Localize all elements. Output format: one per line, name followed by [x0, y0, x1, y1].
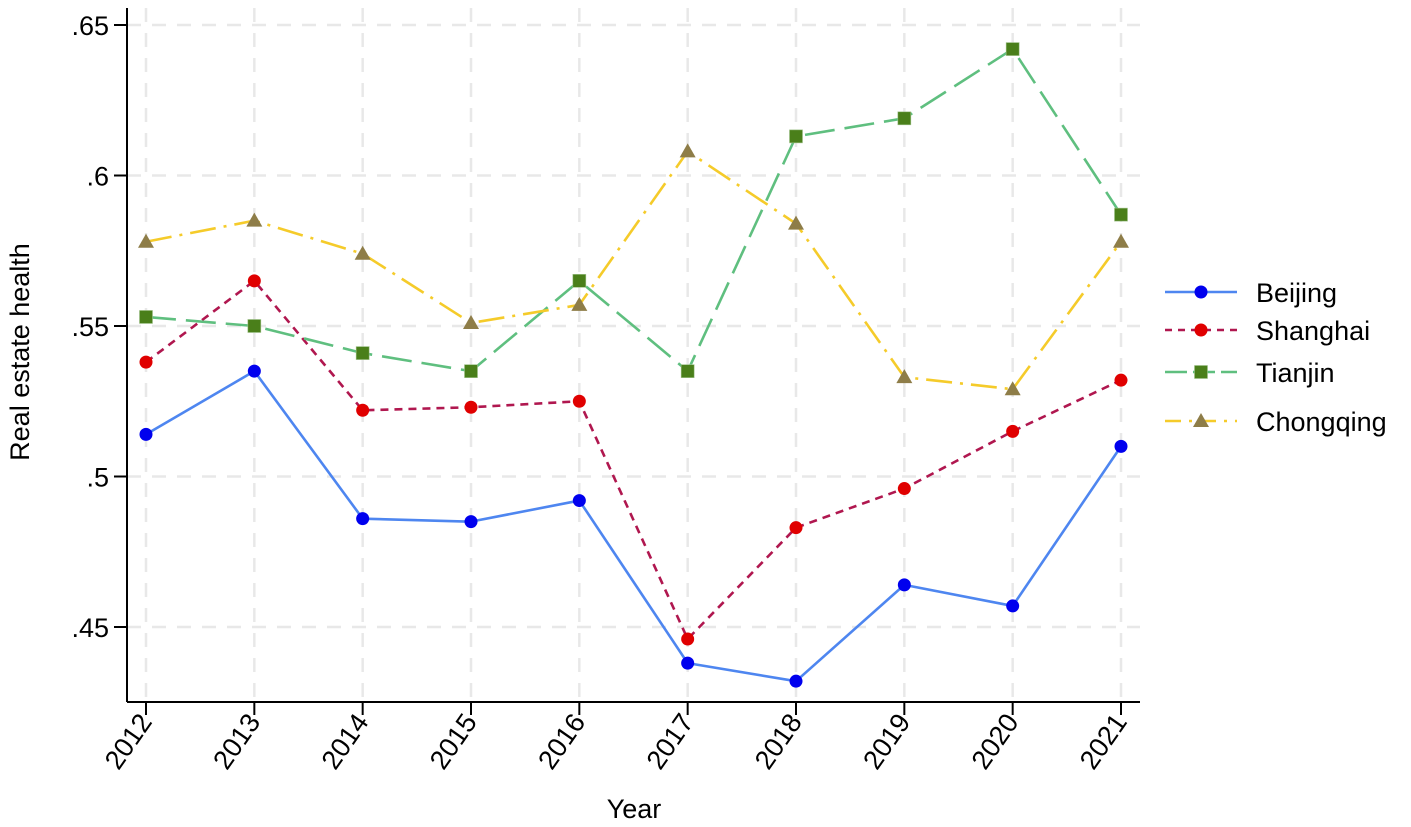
y-tick-label: .45 [71, 613, 109, 643]
triangle-marker [354, 245, 371, 260]
legend-label: Beijing [1256, 278, 1337, 308]
circle-marker [1006, 599, 1020, 613]
triangle-marker [571, 296, 588, 311]
circle-marker [789, 521, 803, 535]
x-tick-label: 2019 [857, 708, 916, 774]
triangle-marker [1004, 381, 1021, 396]
circle-marker [1114, 373, 1128, 387]
series-tianjin [139, 42, 1128, 378]
square-marker [464, 364, 478, 378]
data-series [138, 42, 1129, 688]
y-tick-label: .5 [86, 463, 109, 493]
x-axis-title: Year [607, 794, 662, 824]
circle-marker [1114, 439, 1128, 453]
legend-item-shanghai: Shanghai [1165, 316, 1370, 346]
square-marker [1005, 42, 1020, 56]
circle-marker [1006, 424, 1020, 438]
axes: .45 .5 .55 .6 .65 2012 2013 2014 2015 2016 2017 201… [71, 8, 1140, 775]
circle-marker [681, 656, 695, 670]
circle-marker [572, 394, 586, 408]
series-shanghai [139, 274, 1128, 646]
square-marker [897, 111, 912, 126]
series-line [145, 279, 1122, 641]
legend-label: Shanghai [1256, 316, 1370, 346]
triangle-marker [679, 143, 696, 158]
circle-marker [572, 494, 586, 508]
legend-item-chongqing: Chongqing [1165, 407, 1387, 437]
circle-marker [681, 632, 695, 646]
triangle-marker [1193, 413, 1209, 427]
square-marker [1194, 365, 1208, 379]
triangle-marker [463, 314, 479, 329]
y-tick-label: .65 [71, 11, 109, 41]
x-tick-label: 2013 [207, 708, 266, 774]
circle-marker [464, 400, 478, 414]
triangle-marker [138, 233, 154, 248]
series-line [145, 369, 1123, 683]
circle-marker [897, 482, 911, 496]
circle-marker [139, 355, 153, 369]
y-axis-title: Real estate health [5, 243, 35, 461]
circle-marker [464, 515, 478, 529]
x-tick-label: 2016 [532, 708, 591, 774]
square-marker [247, 319, 262, 333]
x-tick-label: 2018 [749, 708, 808, 774]
circle-marker [247, 364, 261, 378]
triangle-marker [246, 212, 263, 227]
circle-marker [1194, 285, 1208, 299]
legend-label: Chongqing [1256, 407, 1387, 437]
x-tick-label: 2021 [1074, 708, 1133, 774]
legend-item-tianjin: Tianjin [1165, 358, 1335, 388]
square-marker [355, 346, 370, 360]
series-chongqing [138, 143, 1129, 396]
square-marker [789, 129, 803, 144]
series-beijing [139, 364, 1128, 688]
x-tick-label: 2020 [966, 708, 1025, 774]
grid-lines [127, 8, 1140, 702]
x-tick-label: 2015 [424, 708, 483, 774]
square-marker [139, 310, 153, 324]
y-tick-label: .6 [86, 162, 109, 192]
legend: Beijing Shanghai Tianjin Chongqing [1165, 278, 1387, 437]
x-tick-label: 2014 [316, 708, 375, 774]
legend-item-beijing: Beijing [1165, 278, 1337, 308]
square-marker [572, 274, 587, 288]
series-line [145, 47, 1123, 373]
square-marker [1114, 207, 1128, 222]
circle-marker [356, 512, 370, 526]
circle-marker [139, 427, 153, 441]
circle-marker [247, 274, 261, 288]
circle-marker [1194, 323, 1208, 337]
y-tick-label: .55 [71, 312, 109, 342]
legend-label: Tianjin [1256, 358, 1335, 388]
circle-marker [356, 403, 370, 417]
x-tick-label: 2017 [641, 708, 700, 774]
triangle-marker [896, 369, 913, 384]
x-tick-label: 2012 [99, 708, 158, 774]
triangle-marker [788, 215, 804, 230]
series-line [145, 150, 1123, 391]
square-marker [680, 364, 695, 378]
triangle-marker [1113, 233, 1129, 248]
circle-marker [897, 578, 911, 592]
circle-marker [789, 674, 803, 688]
